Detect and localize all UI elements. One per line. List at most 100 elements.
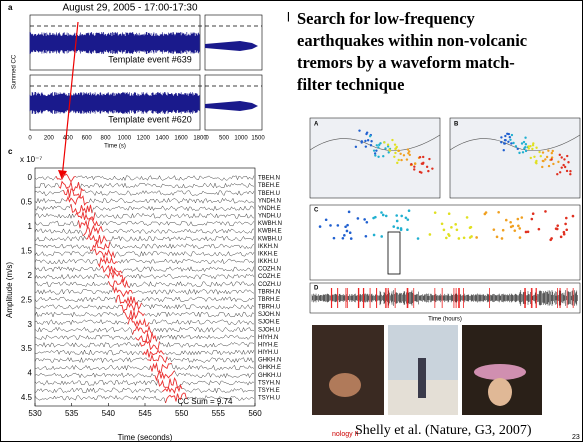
lfe-point	[517, 225, 520, 228]
lfe-point	[407, 152, 409, 154]
lfe-point	[510, 142, 512, 144]
lfe-point	[413, 166, 415, 168]
lfe-point	[392, 225, 395, 228]
lfe-point	[399, 153, 401, 155]
lfe-point	[366, 221, 369, 224]
lfe-point	[385, 215, 388, 218]
lfe-point	[370, 144, 372, 146]
x-tick-label: 530	[28, 409, 42, 418]
lfe-point	[382, 155, 384, 157]
x-tick-label: 500	[219, 136, 230, 142]
lfe-point	[538, 228, 541, 231]
lfe-point	[540, 155, 542, 157]
x-axis-label: Time (seconds)	[118, 433, 173, 442]
lfe-point	[350, 237, 353, 240]
lfe-point	[360, 141, 362, 143]
lfe-point	[541, 166, 543, 168]
station-label: YNDH.E	[258, 206, 281, 212]
y-tick-label: 0	[28, 173, 33, 182]
lfe-point	[395, 214, 398, 217]
figure-a-title: August 29, 2005 - 17:00-17:30	[62, 3, 198, 14]
lfe-point	[388, 148, 390, 150]
map	[450, 118, 580, 198]
lfe-point	[503, 149, 505, 151]
station-label: TBRH.U	[258, 305, 280, 311]
x-axis-label: Time (s)	[104, 144, 126, 150]
plot-box	[310, 205, 580, 280]
x-axis-label: Time (hours)	[428, 317, 462, 323]
lfe-point	[382, 214, 385, 217]
lfe-point	[342, 237, 345, 240]
station-label: GHKH.N	[258, 358, 281, 364]
lfe-point	[394, 152, 396, 154]
lfe-point	[497, 211, 500, 214]
lfe-point	[383, 141, 385, 143]
station-label: YNDH.U	[258, 214, 281, 220]
lfe-point	[528, 147, 530, 149]
lfe-point	[429, 233, 432, 236]
x-tick-label: 550	[175, 409, 189, 418]
station-label: KWBH.N	[258, 221, 282, 227]
lfe-point	[319, 225, 322, 228]
lfe-point	[463, 236, 466, 239]
lfe-point	[535, 162, 537, 164]
lfe-point	[407, 148, 409, 150]
x-tick-label: 1000	[234, 136, 248, 142]
lfe-point	[380, 235, 383, 238]
station-label: KWBH.U	[258, 236, 282, 242]
lfe-point	[563, 158, 565, 160]
y-tick-label: 0.5	[21, 198, 33, 207]
lfe-point	[426, 166, 428, 168]
lfe-point	[365, 133, 367, 135]
station-label: TBRH.E	[258, 297, 280, 303]
scale-label: x 10⁻⁷	[20, 155, 42, 164]
lfe-point	[363, 218, 366, 221]
y-tick-label: 4	[28, 369, 33, 378]
lfe-point	[398, 150, 400, 152]
lfe-point	[564, 166, 566, 168]
lfe-point	[524, 136, 526, 138]
lfe-point	[469, 226, 472, 229]
lfe-point	[346, 224, 349, 227]
panel-letter: a	[8, 3, 13, 12]
lfe-point	[484, 213, 487, 216]
station-label: SJOH.N	[258, 312, 280, 318]
lfe-point	[396, 162, 398, 164]
lfe-point	[572, 215, 575, 218]
lfe-point	[448, 234, 451, 237]
lfe-point	[561, 156, 563, 158]
station-label: GHKH.E	[258, 365, 281, 371]
lfe-point	[532, 142, 534, 144]
station-label: TSYH.N	[258, 380, 280, 386]
lfe-point	[374, 152, 376, 154]
lfe-point	[504, 135, 506, 137]
page-number: 23	[572, 434, 580, 441]
lfe-point	[408, 209, 411, 212]
lfe-point	[387, 144, 389, 146]
station-label: TSYH.U	[258, 396, 280, 402]
lfe-point	[414, 163, 416, 165]
lfe-point	[564, 223, 567, 226]
x-tick-label: 800	[101, 136, 112, 142]
lfe-point	[427, 170, 429, 172]
lfe-point	[396, 220, 399, 223]
y-tick-label: 2	[28, 271, 33, 280]
lfe-point	[417, 237, 420, 240]
lfe-point	[556, 173, 558, 175]
lfe-point	[422, 156, 424, 158]
lfe-point	[337, 224, 340, 227]
lfe-point	[530, 157, 532, 159]
lfe-point	[393, 156, 395, 158]
lfe-point	[357, 217, 360, 220]
template-label: Template event #620	[108, 114, 192, 124]
x-tick-label: 1600	[174, 136, 188, 142]
station-label: SJOH.U	[258, 327, 280, 333]
y-tick-label: 4.5	[21, 393, 33, 402]
station-label: SJOH.E	[258, 320, 280, 326]
lfe-point	[527, 231, 530, 234]
lfe-point	[544, 158, 546, 160]
lfe-point	[443, 229, 446, 232]
lfe-point	[372, 217, 375, 220]
lfe-point	[355, 146, 357, 148]
